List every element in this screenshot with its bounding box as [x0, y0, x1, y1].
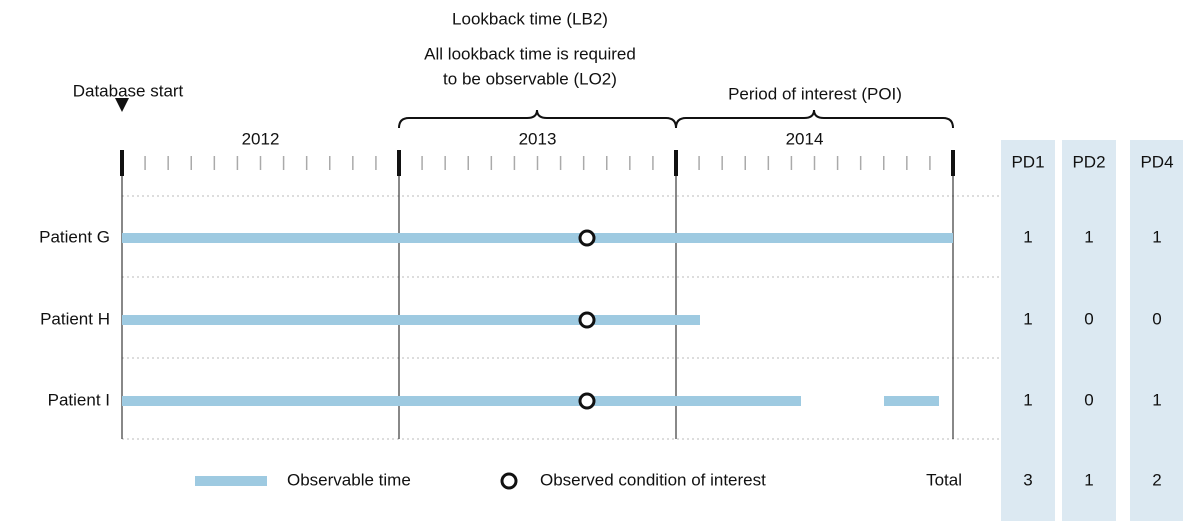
total-cell: 2: [1152, 470, 1161, 489]
legend-circle: [500, 472, 518, 490]
observable-bar: [122, 396, 801, 406]
columns-bg: [1001, 140, 1183, 521]
column-header: PD1: [1011, 152, 1044, 171]
column-bg: [1062, 140, 1116, 521]
note-line: to be observable (LO2): [443, 69, 617, 88]
cell: 1: [1152, 227, 1161, 246]
observable-bar: [122, 315, 700, 325]
patient-label: Patient G: [39, 227, 110, 246]
cell: 1: [1023, 390, 1032, 409]
brace: [398, 109, 677, 129]
total-label: Total: [926, 470, 962, 489]
observable-bar: [122, 233, 953, 243]
title: Lookback time (LB2): [452, 9, 608, 28]
start-marker: [115, 98, 129, 112]
patient-label: Patient I: [48, 390, 110, 409]
patient-label: Patient H: [40, 309, 110, 328]
year-label: 2014: [786, 129, 824, 148]
cell: 1: [1023, 227, 1032, 246]
period-label: Period of interest (POI): [728, 84, 902, 103]
legend-label: Observed condition of interest: [540, 470, 766, 489]
column-bg: [1130, 140, 1183, 521]
condition-marker: [578, 311, 596, 329]
database-start: Database start: [73, 81, 184, 100]
column-header: PD4: [1140, 152, 1173, 171]
column-bg: [1001, 140, 1055, 521]
condition-marker: [578, 229, 596, 247]
column-header: PD2: [1072, 152, 1105, 171]
cell: 1: [1084, 227, 1093, 246]
legend-bar: [195, 476, 267, 486]
cell: 1: [1023, 309, 1032, 328]
year-label: 2013: [519, 129, 557, 148]
brace: [675, 109, 954, 129]
cell: 0: [1084, 390, 1093, 409]
observable-bar: [884, 396, 939, 406]
cell: 0: [1152, 309, 1161, 328]
note-line: All lookback time is required: [424, 44, 636, 63]
total-cell: 1: [1084, 470, 1093, 489]
cell: 1: [1152, 390, 1161, 409]
condition-marker: [578, 392, 596, 410]
year-label: 2012: [242, 129, 280, 148]
legend-label: Observable time: [287, 470, 411, 489]
total-cell: 3: [1023, 470, 1032, 489]
cell: 0: [1084, 309, 1093, 328]
